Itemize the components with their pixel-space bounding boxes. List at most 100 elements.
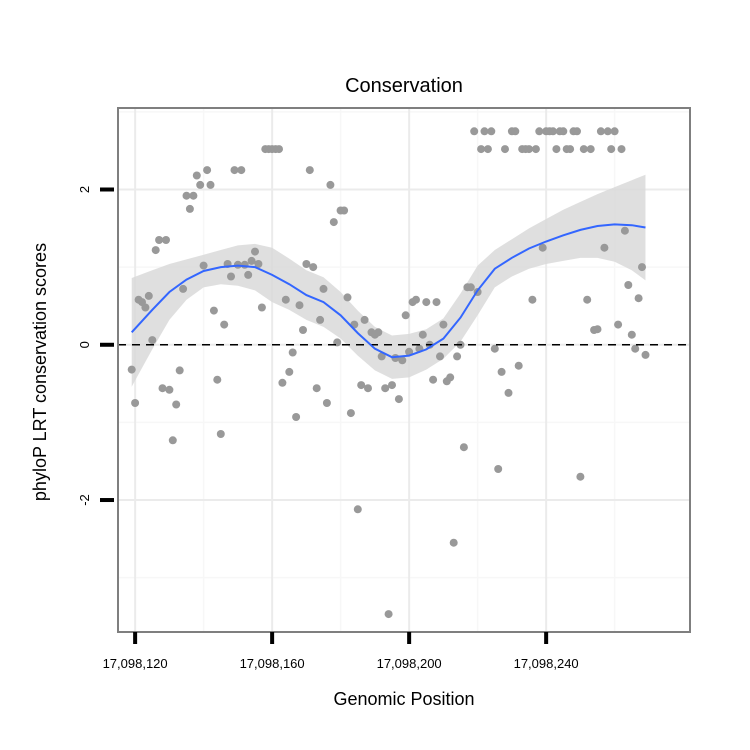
data-point <box>490 344 499 353</box>
data-point <box>453 352 462 361</box>
data-point <box>364 384 372 393</box>
data-point <box>631 344 640 353</box>
data-point <box>312 384 321 393</box>
data-point <box>501 145 509 154</box>
data-point <box>192 171 201 180</box>
data-point <box>401 311 410 320</box>
data-point <box>538 243 547 252</box>
data-point <box>209 306 218 315</box>
data-point <box>203 166 212 175</box>
y-axis-label: phyloP LRT conservation scores <box>30 243 50 501</box>
data-point <box>583 295 592 304</box>
data-point <box>237 166 246 175</box>
data-point <box>251 247 259 256</box>
data-point <box>162 236 170 244</box>
data-point <box>316 315 325 324</box>
data-point <box>405 347 414 356</box>
data-point <box>151 246 160 255</box>
data-point <box>288 348 297 357</box>
data-point <box>199 261 208 270</box>
data-point <box>230 166 239 175</box>
x-axis-label: Genomic Position <box>333 689 474 709</box>
data-point <box>216 430 225 438</box>
data-point <box>477 145 486 154</box>
data-point <box>480 127 489 136</box>
data-point <box>535 127 544 136</box>
data-point <box>466 283 475 292</box>
data-point <box>552 145 561 154</box>
data-point <box>566 145 575 154</box>
data-point <box>617 145 626 154</box>
chart-title: Conservation <box>345 75 463 97</box>
data-point <box>525 145 533 154</box>
data-point <box>240 260 249 269</box>
plot-panel <box>117 107 691 633</box>
data-point <box>418 330 427 339</box>
data-point <box>144 291 153 300</box>
data-point <box>429 375 438 384</box>
data-point <box>614 320 623 329</box>
data-point <box>531 145 540 154</box>
y-tick-label: 0 <box>77 341 92 348</box>
data-point <box>449 538 458 547</box>
data-point <box>357 381 366 390</box>
data-point <box>603 127 612 136</box>
data-point <box>227 272 235 281</box>
y-tick-label: 2 <box>77 186 92 193</box>
data-point <box>610 127 619 136</box>
data-point <box>394 395 403 404</box>
data-point <box>381 384 390 393</box>
data-point <box>514 361 523 370</box>
data-point <box>285 367 294 376</box>
data-point <box>196 180 205 189</box>
data-point <box>305 166 314 175</box>
data-point <box>412 295 420 304</box>
data-point <box>377 352 386 361</box>
data-point <box>487 127 496 136</box>
data-point <box>292 413 301 421</box>
data-point <box>281 295 290 304</box>
data-point <box>155 236 164 244</box>
data-point <box>641 350 650 359</box>
data-point <box>528 295 537 304</box>
data-point <box>322 399 331 407</box>
data-point <box>329 218 338 227</box>
data-point <box>549 127 557 136</box>
data-point <box>439 320 448 329</box>
data-point <box>213 375 222 384</box>
y-axis: -2 0 2 <box>77 186 114 506</box>
data-point <box>353 505 362 514</box>
data-point <box>257 303 266 312</box>
data-point <box>299 326 307 334</box>
data-point <box>175 366 184 375</box>
data-point <box>326 180 335 189</box>
data-point <box>278 378 287 387</box>
data-point <box>494 465 503 473</box>
data-point <box>141 303 150 312</box>
data-point <box>165 385 174 394</box>
data-point <box>620 226 629 235</box>
data-point <box>459 443 468 452</box>
x-tick-label: 17,098,160 <box>240 656 305 671</box>
x-tick-label: 17,098,240 <box>514 656 579 671</box>
data-point <box>172 400 181 409</box>
data-point <box>346 409 355 418</box>
data-point <box>275 145 283 154</box>
data-point <box>206 180 215 189</box>
data-point <box>309 263 318 272</box>
data-point <box>504 388 513 397</box>
x-tick-label: 17,098,120 <box>103 656 168 671</box>
data-point <box>360 315 369 324</box>
data-point <box>634 294 643 303</box>
data-point <box>340 206 349 215</box>
data-point <box>576 472 585 481</box>
data-point <box>168 436 177 445</box>
data-point <box>148 336 157 345</box>
data-point <box>432 298 441 307</box>
data-point <box>374 328 383 337</box>
data-point <box>247 256 256 265</box>
data-point <box>343 293 352 302</box>
x-axis: 17,098,120 17,098,160 17,098,200 17,098,240 <box>103 632 579 671</box>
data-point <box>422 298 431 307</box>
